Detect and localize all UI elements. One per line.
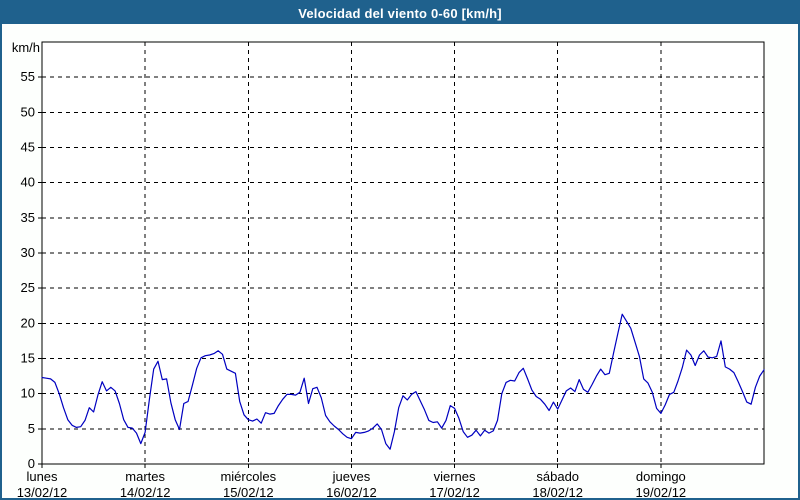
wind-speed-line [41, 313, 765, 450]
day-date-label: 14/02/12 [120, 485, 171, 498]
y-tick-label: 0 [28, 456, 35, 471]
y-tick-label: 25 [21, 280, 35, 295]
day-date-label: 13/02/12 [17, 485, 68, 498]
day-name-label: jueves [332, 469, 371, 484]
x-tick-marks [41, 464, 662, 468]
y-tick-labels: 0 5 10 15 20 25 30 35 40 45 50 55 [21, 69, 35, 471]
day-name-label: domingo [636, 469, 686, 484]
day-name-label: sábado [536, 469, 579, 484]
y-tick-label: 10 [21, 386, 35, 401]
y-tick-label: 35 [21, 210, 35, 225]
y-tick-label: 50 [21, 104, 35, 119]
x-gridlines [144, 42, 662, 464]
chart-area: 0 5 10 15 20 25 30 35 40 45 50 55 km/h lunes 13/02/12 m… [2, 24, 798, 498]
day-date-label: 15/02/12 [223, 485, 274, 498]
chart-title: Velocidad del viento 0-60 [km/h] [298, 5, 502, 21]
title-bar: Velocidad del viento 0-60 [km/h] [2, 2, 798, 24]
day-name-label: lunes [26, 469, 58, 484]
y-tick-label: 55 [21, 69, 35, 84]
day-name-label: martes [125, 469, 165, 484]
y-tick-label: 5 [28, 421, 35, 436]
y-axis-unit-label: km/h [12, 40, 40, 55]
y-tick-label: 30 [21, 245, 35, 260]
y-tick-marks [38, 76, 42, 465]
day-date-label: 17/02/12 [429, 485, 480, 498]
y-tick-label: 40 [21, 175, 35, 190]
y-tick-label: 20 [21, 315, 35, 330]
day-name-label: miércoles [220, 469, 276, 484]
day-date-label: 18/02/12 [532, 485, 583, 498]
y-tick-label: 45 [21, 140, 35, 155]
y-tick-label: 15 [21, 351, 35, 366]
y-gridlines [42, 76, 764, 430]
day-date-label: 19/02/12 [636, 485, 687, 498]
day-name-label: viernes [434, 469, 476, 484]
day-date-label: 16/02/12 [326, 485, 377, 498]
